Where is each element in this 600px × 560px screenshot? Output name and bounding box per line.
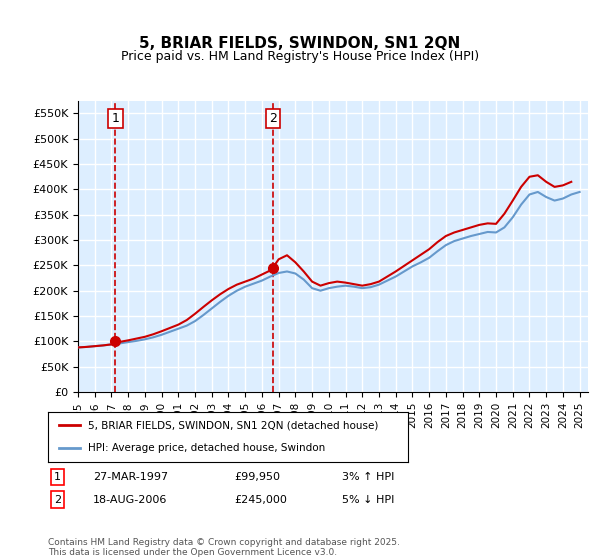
Text: 3% ↑ HPI: 3% ↑ HPI — [342, 472, 394, 482]
Text: Price paid vs. HM Land Registry's House Price Index (HPI): Price paid vs. HM Land Registry's House … — [121, 50, 479, 63]
Text: £99,950: £99,950 — [234, 472, 280, 482]
Text: 2: 2 — [269, 112, 277, 125]
Text: 5, BRIAR FIELDS, SWINDON, SN1 2QN: 5, BRIAR FIELDS, SWINDON, SN1 2QN — [139, 36, 461, 52]
Text: 2: 2 — [54, 494, 61, 505]
Text: 1: 1 — [112, 112, 119, 125]
Text: £245,000: £245,000 — [234, 494, 287, 505]
Text: 5% ↓ HPI: 5% ↓ HPI — [342, 494, 394, 505]
Text: HPI: Average price, detached house, Swindon: HPI: Average price, detached house, Swin… — [88, 444, 325, 454]
Text: 27-MAR-1997: 27-MAR-1997 — [93, 472, 168, 482]
Text: 5, BRIAR FIELDS, SWINDON, SN1 2QN (detached house): 5, BRIAR FIELDS, SWINDON, SN1 2QN (detac… — [88, 420, 378, 430]
Text: 1: 1 — [54, 472, 61, 482]
Text: Contains HM Land Registry data © Crown copyright and database right 2025.
This d: Contains HM Land Registry data © Crown c… — [48, 538, 400, 557]
Text: 18-AUG-2006: 18-AUG-2006 — [93, 494, 167, 505]
